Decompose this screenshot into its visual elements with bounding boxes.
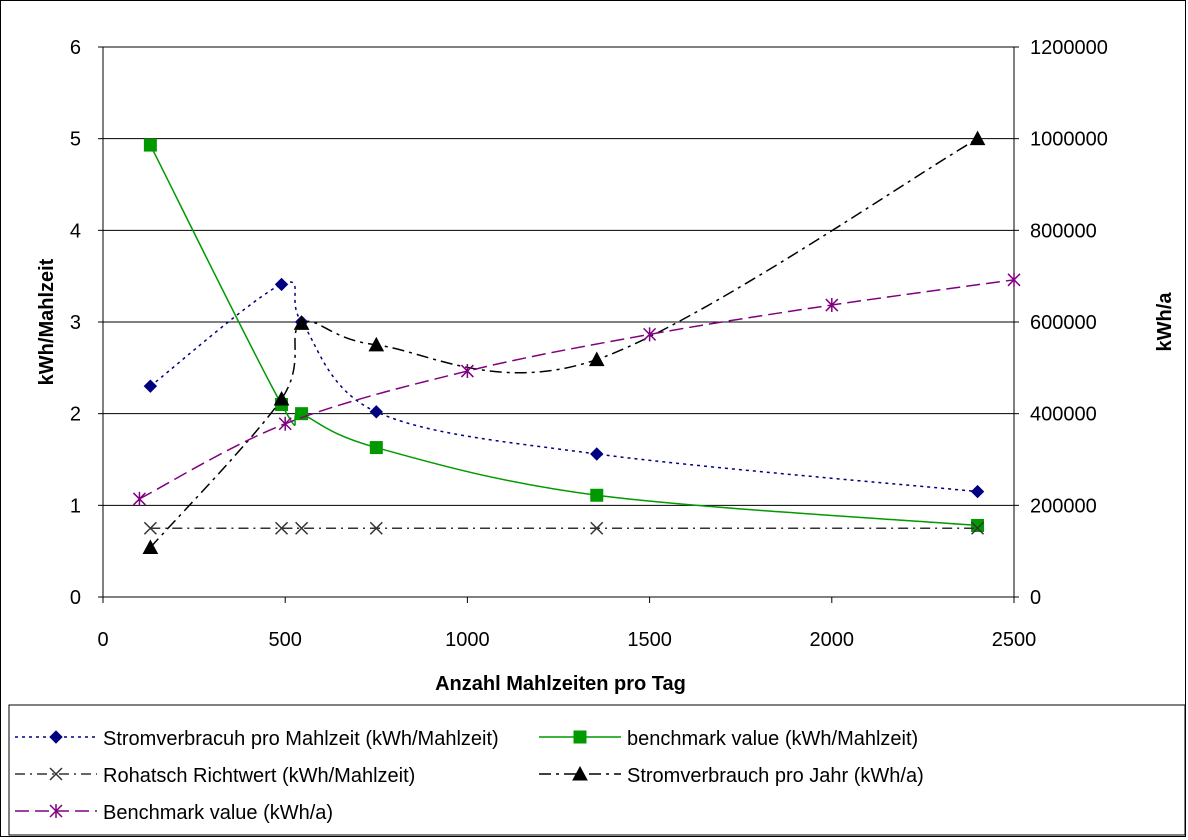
y2-tick-label: 1200000 xyxy=(1030,37,1108,59)
data-point xyxy=(369,521,383,535)
legend-label: benchmark value (kWh/Mahlzeit) xyxy=(627,728,918,750)
data-point xyxy=(368,336,385,352)
data-point xyxy=(369,405,384,419)
y2-tick-label: 0 xyxy=(1030,587,1041,609)
legend-label: Benchmark value (kWh/a) xyxy=(103,802,333,824)
y-tick-label: 4 xyxy=(70,220,81,242)
grid-lines xyxy=(103,46,1014,598)
y-tick-label: 0 xyxy=(70,587,81,609)
series-line xyxy=(149,144,978,527)
data-point xyxy=(278,416,292,431)
legend-item: Benchmark value (kWh/a) xyxy=(15,802,333,824)
data-point xyxy=(590,488,604,502)
x-tick-label: 2000 xyxy=(810,629,855,651)
data-point xyxy=(132,491,146,506)
legend-marker xyxy=(572,765,588,781)
series-1 xyxy=(143,138,985,532)
data-point xyxy=(590,521,604,535)
data-point xyxy=(142,539,159,554)
legend: Stromverbracuh pro Mahlzeit (kWh/Mahlzei… xyxy=(8,704,1186,836)
legend-box xyxy=(8,704,1186,836)
data-point xyxy=(971,519,985,532)
data-point xyxy=(969,130,986,146)
series-line xyxy=(139,279,1015,500)
data-point xyxy=(295,521,309,535)
data-point xyxy=(970,484,985,499)
y2-tick-label: 1000000 xyxy=(1030,129,1108,151)
legend-marker xyxy=(49,730,63,744)
data-point xyxy=(143,521,157,535)
x-tick-label: 500 xyxy=(269,629,302,651)
legend-item: Rohatsch Richtwert (kWh/Mahlzeit) xyxy=(15,765,415,787)
x-tick-label: 2500 xyxy=(992,629,1037,651)
legend-item: benchmark value (kWh/Mahlzeit) xyxy=(539,728,918,750)
data-point xyxy=(643,327,657,342)
data-point xyxy=(369,441,383,455)
x-tick-label: 1500 xyxy=(627,629,672,651)
y2-axis-title: kWh/a xyxy=(1154,292,1176,352)
series-line xyxy=(149,281,978,493)
legend-marker xyxy=(49,767,63,781)
series-0 xyxy=(143,277,985,499)
data-point xyxy=(293,315,310,330)
legend-item: Stromverbracuh pro Mahlzeit (kWh/Mahlzei… xyxy=(15,728,499,750)
data-point xyxy=(275,521,289,535)
series-4 xyxy=(132,272,1021,506)
series-2 xyxy=(143,521,985,535)
data-point xyxy=(971,521,985,535)
y2-tick-label: 800000 xyxy=(1030,220,1097,242)
data-point xyxy=(588,351,605,367)
y2-tick-label: 600000 xyxy=(1030,312,1097,334)
x-tick-label: 1000 xyxy=(445,629,490,651)
data-point xyxy=(273,390,290,406)
data-point xyxy=(274,277,289,292)
y-tick-label: 2 xyxy=(70,404,81,426)
data-point xyxy=(143,379,158,393)
tick-labels: 0 1 2 3 4 5 6 0 200000 400000 600000 800000 1000000 1… xyxy=(70,37,1108,651)
legend-marker xyxy=(49,804,63,818)
y-tick-label: 6 xyxy=(70,37,81,59)
series-3 xyxy=(142,130,986,554)
legend-label: Stromverbracuh pro Mahlzeit (kWh/Mahlzei… xyxy=(103,728,499,750)
legend-label: Stromverbrauch pro Jahr (kWh/a) xyxy=(627,765,924,787)
data-point xyxy=(590,447,604,461)
y2-tick-label: 400000 xyxy=(1030,404,1097,426)
x-tick-label: 0 xyxy=(97,629,108,651)
legend-marker xyxy=(573,730,587,744)
y-tick-label: 3 xyxy=(70,312,81,334)
data-point xyxy=(1007,272,1021,287)
y-axis-title: kWh/Mahlzeit xyxy=(36,258,58,385)
legend-item: Stromverbrauch pro Jahr (kWh/a) xyxy=(539,765,924,787)
x-axis-title: Anzahl Mahlzeiten pro Tag xyxy=(435,673,686,695)
series-line xyxy=(149,138,978,548)
y2-tick-label: 200000 xyxy=(1030,495,1097,517)
data-point xyxy=(825,298,839,313)
data-point xyxy=(143,138,157,152)
y-tick-label: 1 xyxy=(70,495,81,517)
legend-label: Rohatsch Richtwert (kWh/Mahlzeit) xyxy=(103,765,415,787)
series-layer xyxy=(132,130,1021,554)
data-point xyxy=(460,364,474,379)
y-tick-label: 5 xyxy=(70,129,81,151)
